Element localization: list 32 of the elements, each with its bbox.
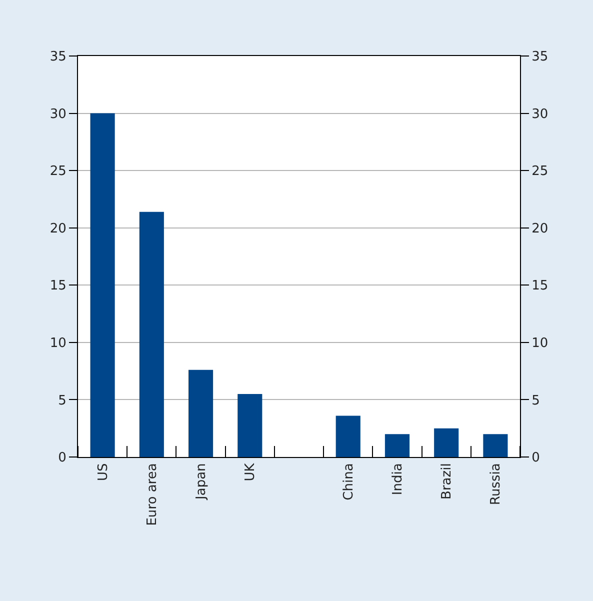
y2-tick-label: 10 [532, 336, 548, 351]
bar [188, 370, 214, 457]
x-tick-label: Euro area [144, 463, 160, 526]
y2-tick-label: 5 [532, 393, 540, 408]
bar [384, 434, 410, 457]
y-tick-label: 25 [50, 164, 66, 180]
y2-tick-label: 25 [532, 164, 548, 180]
bar [238, 394, 262, 457]
y2-tick-label: 30 [532, 106, 548, 122]
y-tick-label: 10 [50, 336, 66, 351]
x-tick-label: Brazil [440, 463, 455, 500]
y-tick-label: 35 [50, 50, 66, 65]
x-tick-label: Japan [194, 463, 210, 500]
bar [90, 113, 115, 457]
x-tick-label: US [96, 463, 111, 481]
bar [483, 434, 508, 457]
y-tick-label: 30 [50, 106, 66, 122]
bar [139, 212, 164, 457]
x-tick-label: UK [243, 462, 258, 482]
y2-tick-label: 15 [532, 278, 548, 294]
y-tick-label: 0 [58, 450, 66, 466]
y2-tick-label: 35 [532, 50, 548, 65]
y2-tick-label: 20 [532, 221, 548, 236]
x-tick-label: India [390, 463, 406, 496]
y-tick-label: 20 [50, 221, 66, 236]
y2-tick-label: 0 [532, 450, 540, 466]
x-tick-label: Russia [488, 463, 504, 506]
bar [434, 428, 459, 457]
y-tick-label: 5 [58, 393, 66, 408]
x-tick-label: China [341, 463, 356, 500]
bar [336, 416, 360, 457]
y-tick-label: 15 [50, 278, 66, 294]
